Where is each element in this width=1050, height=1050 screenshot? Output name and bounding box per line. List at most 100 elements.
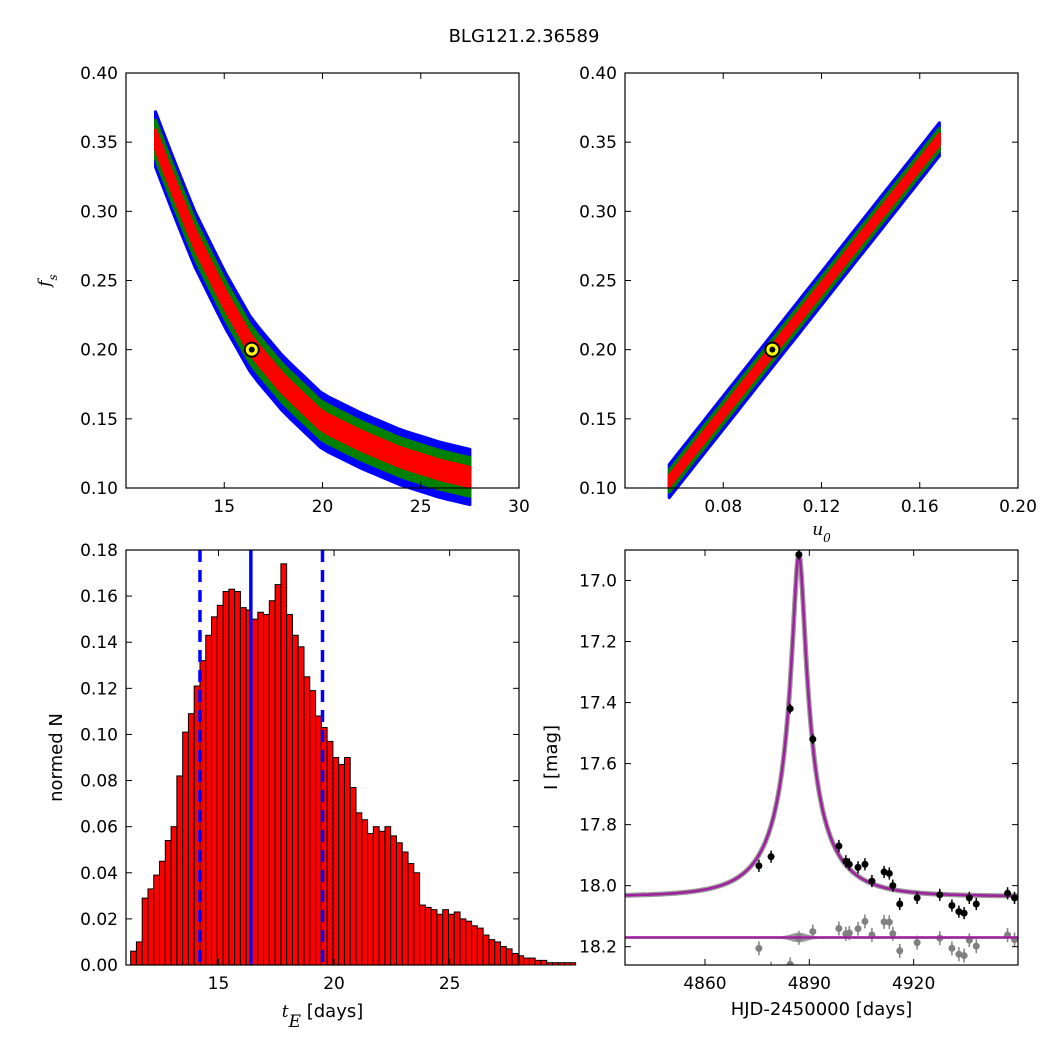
data-point: [1011, 894, 1018, 902]
histogram-bar: [286, 614, 293, 966]
y-tick-label: 0.18: [80, 541, 118, 561]
y-tick-label: 0.12: [80, 679, 118, 699]
histogram-bar: [355, 812, 363, 966]
confidence-region: [667, 132, 941, 489]
x-axis-label: u0: [812, 520, 831, 545]
histogram-bar: [407, 863, 415, 966]
histogram-bar: [546, 962, 554, 966]
x-tick-label: 0.16: [901, 497, 939, 517]
y-tick-label: 0.30: [80, 202, 118, 222]
histogram-bar: [291, 634, 299, 966]
histogram-bar: [176, 775, 184, 966]
best-fit-dot: [769, 346, 776, 353]
x-tick-label: 20: [312, 497, 334, 517]
data-point: [965, 894, 973, 902]
histogram-bar: [170, 826, 178, 966]
histogram-bar: [563, 962, 571, 966]
data-point: [948, 901, 956, 909]
histogram-bar: [378, 830, 386, 966]
x-tick-label: 0.20: [999, 497, 1037, 517]
histogram-bar: [135, 941, 143, 966]
residual-point: [948, 944, 956, 952]
histogram-bar: [205, 634, 213, 966]
x-tick-label: 20: [323, 974, 345, 994]
y-tick-label: 0.20: [579, 341, 617, 361]
histogram-bar: [552, 962, 559, 966]
data-point: [755, 862, 763, 870]
y-tick-label: 0.00: [80, 956, 118, 976]
x-tick-label: 30: [508, 497, 530, 517]
data-point: [1004, 889, 1012, 897]
y-tick-label: 0.15: [80, 410, 118, 430]
histogram-bar: [442, 909, 449, 966]
histogram-bar: [147, 888, 155, 966]
y-tick-label: 0.10: [80, 725, 118, 745]
model-uncertainty: [625, 550, 1018, 899]
y-tick-label: 17.2: [579, 633, 617, 653]
histogram-bar: [297, 646, 305, 966]
x-tick-label: 15: [208, 974, 230, 994]
y-tick-label: 17.0: [579, 572, 617, 592]
histogram-bar: [569, 962, 577, 966]
histogram-bar: [141, 897, 149, 966]
y-tick-label: 0.02: [80, 910, 118, 930]
histogram-bar: [193, 685, 201, 966]
data-point: [889, 882, 897, 890]
histogram-bar: [390, 835, 397, 966]
histogram-bar: [251, 618, 259, 966]
histogram-bar: [361, 819, 369, 966]
histogram-bar: [303, 676, 311, 966]
x-axis-label: tE [days]: [282, 1001, 364, 1032]
data-point: [795, 551, 803, 559]
y-tick-label: 0.25: [80, 272, 118, 292]
histogram-bar: [395, 842, 403, 966]
x-tick-label: 0.08: [704, 497, 742, 517]
residual-point: [835, 925, 843, 933]
histogram-bar: [413, 872, 421, 966]
y-tick-label: 0.04: [80, 864, 118, 884]
model-curve: [625, 552, 1018, 898]
residual-point: [755, 944, 763, 952]
histogram-bar: [187, 713, 195, 966]
x-tick-label: 4890: [788, 974, 831, 994]
axes-frame: [125, 549, 520, 966]
y-tick-label: 0.08: [80, 772, 118, 792]
panel-light-curve: 4860 4890 4920 17.0 17.2 17.4 17.6 17.8 18.0 18.2…: [541, 549, 1019, 1020]
residual-point: [885, 918, 893, 926]
histogram-bar: [228, 588, 236, 966]
residual-point: [880, 918, 888, 926]
x-tick-label: 15: [213, 497, 235, 517]
histogram-bar: [320, 727, 328, 966]
histogram-bar: [419, 904, 426, 966]
residual-point: [768, 965, 775, 972]
histogram-bar: [326, 740, 334, 966]
histogram-bar: [482, 934, 490, 966]
data-point: [868, 877, 876, 885]
panel-fs-vs-u0: 0.08 0.12 0.16 0.20 0.10 0.15 0.20 0.25 0.30 0.35…: [579, 64, 1037, 545]
y-tick-label: 0.15: [579, 410, 617, 430]
histogram-bar: [384, 826, 392, 966]
histogram-bar: [465, 920, 473, 966]
y-tick-label: 0.40: [80, 64, 118, 84]
y-tick-label: 17.8: [579, 816, 617, 836]
histogram-bar: [459, 918, 467, 966]
residual-point: [972, 942, 980, 950]
histogram-bar: [401, 851, 409, 966]
residual-point: [960, 952, 968, 960]
x-tick-label: 4860: [683, 974, 726, 994]
histogram-bar: [332, 757, 340, 966]
data-point: [861, 860, 869, 868]
histogram-bar: [540, 959, 548, 966]
histogram-bar: [164, 840, 172, 966]
residual-point: [896, 947, 904, 955]
data-point: [936, 891, 944, 899]
histogram-bar: [534, 959, 542, 966]
histogram-bar: [257, 611, 265, 966]
histogram-bar: [222, 591, 230, 966]
y-tick-label: 17.6: [579, 755, 617, 775]
data-point: [845, 860, 853, 868]
data-point: [835, 842, 843, 850]
y-tick-label: 0.35: [80, 133, 118, 153]
y-tick-label: 0.10: [80, 479, 118, 499]
y-tick-label: 0.20: [80, 341, 118, 361]
